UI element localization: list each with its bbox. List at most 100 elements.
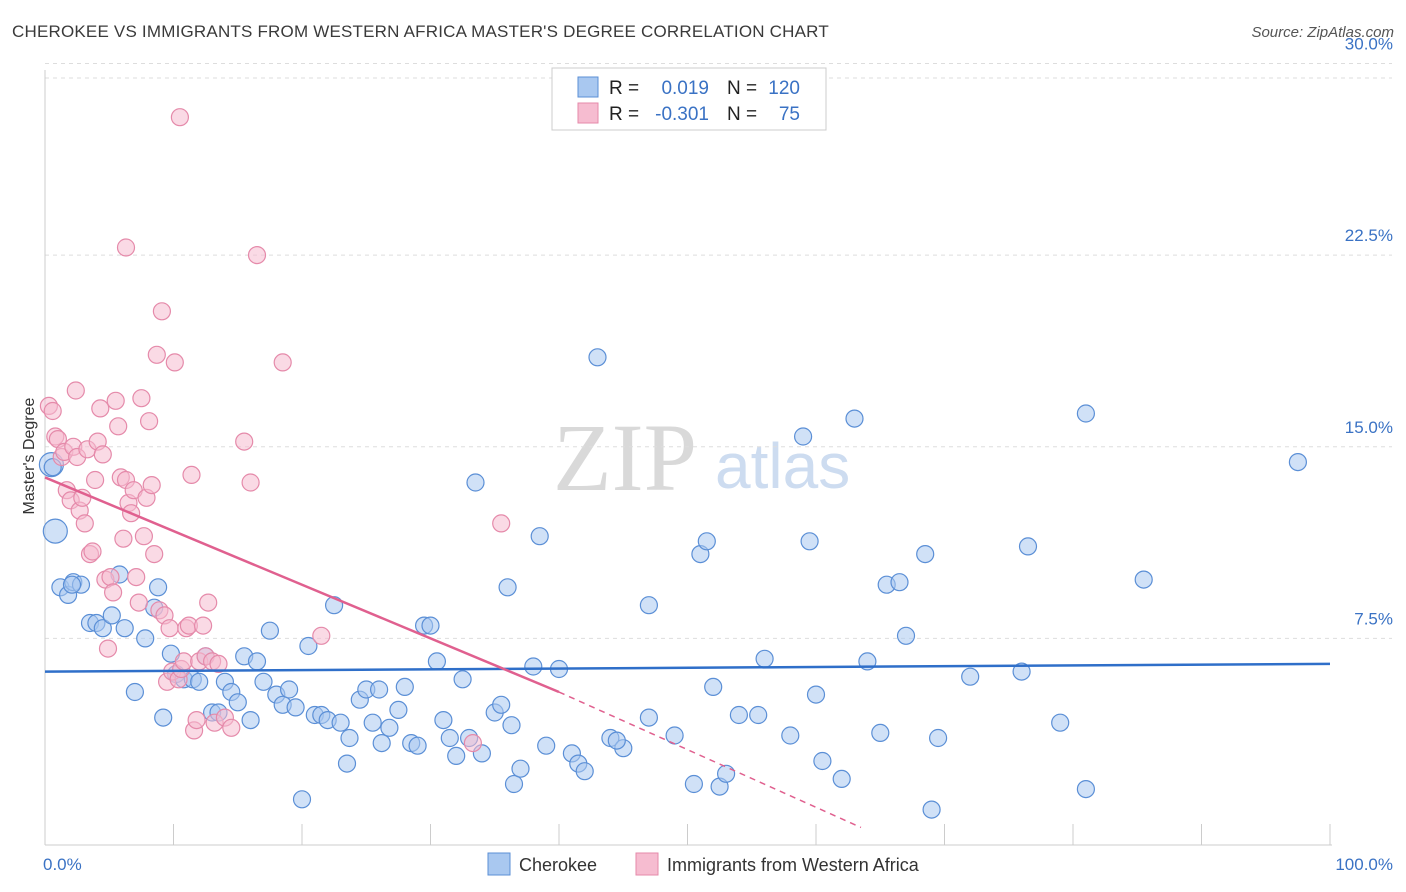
cherokee-point-115 bbox=[1134, 570, 1153, 589]
cherokee-point-90 bbox=[716, 764, 736, 783]
western-africa-point-50 bbox=[174, 652, 193, 671]
cherokee-point-21 bbox=[190, 672, 209, 691]
cherokee-point-51 bbox=[380, 718, 399, 737]
cherokee-point-59 bbox=[434, 710, 453, 730]
cherokee-point-31 bbox=[254, 672, 273, 691]
western-africa-point-39 bbox=[145, 544, 164, 564]
cherokee-point-16 bbox=[154, 708, 173, 727]
western-africa-point-72 bbox=[492, 514, 511, 533]
cherokee-point-45 bbox=[340, 728, 359, 748]
western-africa-point-24 bbox=[106, 391, 125, 410]
western-africa-point-34 bbox=[132, 389, 151, 408]
cherokee-point-11 bbox=[115, 619, 134, 638]
cherokee-point-109 bbox=[961, 667, 980, 686]
legend-r-label-1: R = bbox=[609, 78, 639, 99]
legend-n-value-2: 75 bbox=[779, 104, 800, 125]
cherokee-point-91 bbox=[729, 705, 749, 725]
cherokee-point-100 bbox=[845, 409, 864, 428]
cherokee-point-64 bbox=[466, 473, 485, 492]
grid-lines bbox=[45, 63, 1392, 639]
western-africa-point-1 bbox=[43, 401, 62, 421]
cherokee-point-73 bbox=[530, 527, 549, 546]
legend-n-label-2: N = bbox=[727, 104, 757, 125]
western-africa-point-21 bbox=[98, 639, 118, 658]
legend-n-label-1: N = bbox=[727, 78, 757, 99]
cherokee-point-1 bbox=[42, 518, 68, 544]
cherokee-point-72 bbox=[524, 657, 543, 676]
western-africa-trend-extension bbox=[558, 691, 862, 829]
cherokee-point-52 bbox=[389, 700, 408, 720]
western-africa-point-15 bbox=[83, 542, 102, 561]
y-tick-label-2: 22.5% bbox=[1345, 226, 1393, 245]
cherokee-point-74 bbox=[537, 736, 556, 755]
cherokee-point-48 bbox=[363, 713, 382, 732]
cherokee-point-29 bbox=[241, 710, 260, 730]
cherokee-point-92 bbox=[749, 705, 768, 725]
western-africa-point-66 bbox=[241, 473, 260, 492]
cherokee-point-96 bbox=[800, 532, 819, 551]
cherokee-point-43 bbox=[331, 713, 350, 732]
cherokee-point-55 bbox=[408, 736, 427, 755]
western-africa-point-74 bbox=[66, 381, 85, 400]
cherokee-trend-line bbox=[44, 662, 1331, 673]
cherokee-point-70 bbox=[504, 774, 524, 794]
cherokee-point-53 bbox=[395, 677, 414, 697]
bottom-swatch-cherokee bbox=[487, 852, 511, 876]
legend-r-value-1: 0.019 bbox=[661, 78, 709, 99]
western-africa-point-23 bbox=[103, 583, 123, 602]
western-africa-point-64 bbox=[222, 718, 241, 737]
y-tick-label-3: 30.0% bbox=[1345, 35, 1393, 54]
y-axis-title: Master's Degree bbox=[21, 397, 38, 514]
cherokee-point-118 bbox=[62, 575, 82, 594]
cherokee-point-108 bbox=[922, 800, 941, 819]
cherokee-point-57 bbox=[421, 616, 440, 635]
correlation-legend: R = 0.019 N = 120 R = -0.301 N = 75 bbox=[551, 67, 827, 131]
western-africa-point-12 bbox=[75, 514, 94, 533]
western-africa-point-40 bbox=[147, 345, 166, 364]
western-africa-point-62 bbox=[209, 654, 228, 674]
chart-source: Source: ZipAtlas.com bbox=[1251, 24, 1394, 41]
cherokee-point-9 bbox=[102, 606, 121, 625]
watermark-zip: ZIP bbox=[553, 404, 697, 511]
cherokee-point-71 bbox=[511, 759, 530, 778]
cherokee-point-105 bbox=[896, 626, 916, 645]
western-africa-point-35 bbox=[134, 527, 153, 546]
chart-title: CHEROKEE VS IMMIGRANTS FROM WESTERN AFRI… bbox=[12, 22, 829, 41]
legend-r-label-2: R = bbox=[609, 104, 639, 125]
western-africa-point-19 bbox=[93, 445, 112, 464]
cherokee-point-58 bbox=[427, 652, 446, 671]
western-africa-point-70 bbox=[116, 238, 136, 257]
tick-labels: 7.5% 15.0% 22.5% 30.0% 0.0% 100.0% bbox=[43, 35, 1393, 875]
cherokee-point-85 bbox=[684, 774, 704, 794]
western-africa-point-16 bbox=[85, 470, 105, 490]
trend-lines bbox=[44, 476, 1331, 829]
western-africa-point-37 bbox=[140, 412, 159, 431]
cherokee-point-94 bbox=[781, 726, 800, 745]
cherokee-point-107 bbox=[928, 728, 948, 748]
y-tick-label-0: 7.5% bbox=[1354, 609, 1393, 628]
western-africa-point-55 bbox=[187, 710, 206, 730]
cherokee-point-119 bbox=[607, 731, 626, 750]
cherokee-point-99 bbox=[832, 769, 851, 789]
cherokee-point-78 bbox=[575, 762, 594, 781]
legend-r-value-2: -0.301 bbox=[655, 104, 709, 125]
western-africa-point-25 bbox=[109, 417, 128, 436]
cherokee-points bbox=[38, 348, 1308, 819]
cherokee-point-15 bbox=[149, 578, 168, 597]
cherokee-point-93 bbox=[755, 649, 774, 668]
cherokee-point-35 bbox=[280, 680, 299, 699]
western-africa-point-38 bbox=[142, 476, 161, 495]
cherokee-point-113 bbox=[1076, 404, 1096, 423]
cherokee-point-44 bbox=[337, 754, 357, 773]
cherokee-point-8 bbox=[93, 619, 112, 638]
western-africa-point-53 bbox=[182, 465, 201, 484]
western-africa-point-18 bbox=[91, 399, 110, 418]
cherokee-point-12 bbox=[125, 682, 144, 702]
western-africa-points bbox=[39, 108, 511, 753]
western-africa-point-27 bbox=[114, 529, 133, 548]
cherokee-point-111 bbox=[1018, 537, 1038, 556]
cherokee-point-32 bbox=[260, 621, 279, 640]
cherokee-point-110 bbox=[1012, 662, 1031, 681]
cherokee-point-82 bbox=[639, 708, 659, 727]
